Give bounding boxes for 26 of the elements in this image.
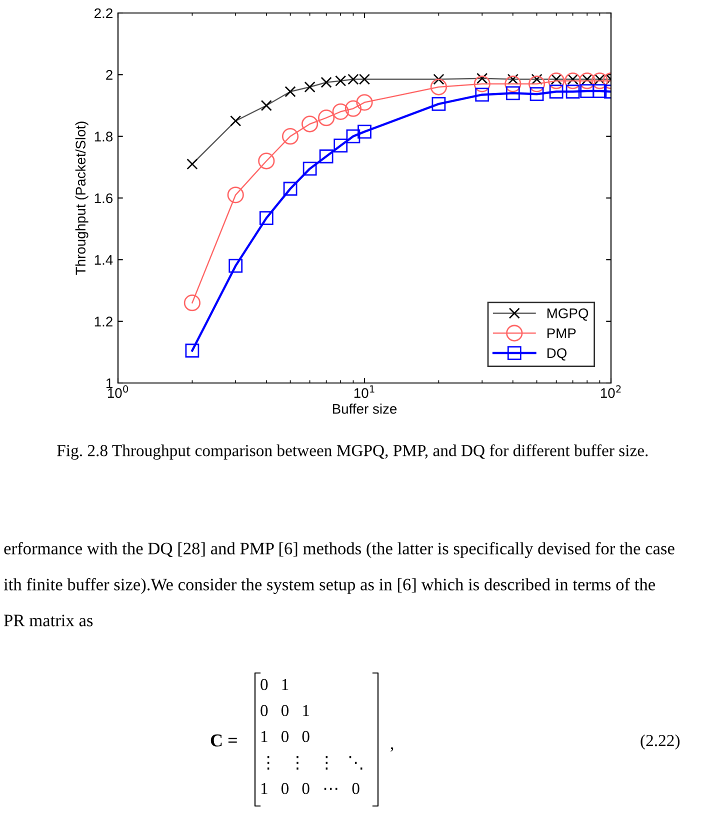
y-tick-label: 1.6 — [94, 193, 113, 204]
x-tick-label: 10$^{2}$ — [600, 385, 621, 398]
text: ⋮ ⋮ ⋮ ⋱ — [267, 756, 362, 770]
text: erformance with the DQ [28] and PMP [6] methods (the latter is specifically devised for the case — [4, 542, 674, 558]
x-tick-label: 10$^{1}$ — [354, 385, 374, 398]
legend-label: DQ — [547, 348, 567, 361]
y-axis-title: Throughput (Packet/Slot) — [75, 122, 88, 275]
y-tick-label: 2 — [106, 70, 112, 80]
text: 0 1 — [260, 678, 288, 690]
y-tick-label: 1 — [106, 378, 112, 388]
text: PR matrix as — [4, 614, 93, 626]
legend-label: PMP — [547, 328, 576, 338]
legend-label: MGPQ — [547, 308, 588, 321]
text: C = — [210, 734, 237, 747]
y-tick-label: 1.8 — [94, 132, 113, 142]
x-axis-title: Buffer size — [332, 404, 397, 414]
y-tick-label: 1.2 — [94, 316, 112, 326]
text: 1 0 0 — [261, 730, 310, 742]
text: , — [390, 747, 394, 752]
text: 1 0 0 ⋯ 0 — [261, 782, 360, 794]
y-tick-label: 1.4 — [94, 255, 113, 265]
text: (2.22) — [640, 734, 680, 750]
text: 0 0 1 — [260, 704, 309, 716]
y-tick-label: 2.2 — [94, 8, 112, 18]
text: ith finite buffer size).We consider the system setup as in [6] which is described in terms of the — [4, 578, 655, 594]
caption: Fig. 2.8 Throughput comparison between MGPQ, PMP, and DQ for different buffer size. — [57, 444, 648, 460]
